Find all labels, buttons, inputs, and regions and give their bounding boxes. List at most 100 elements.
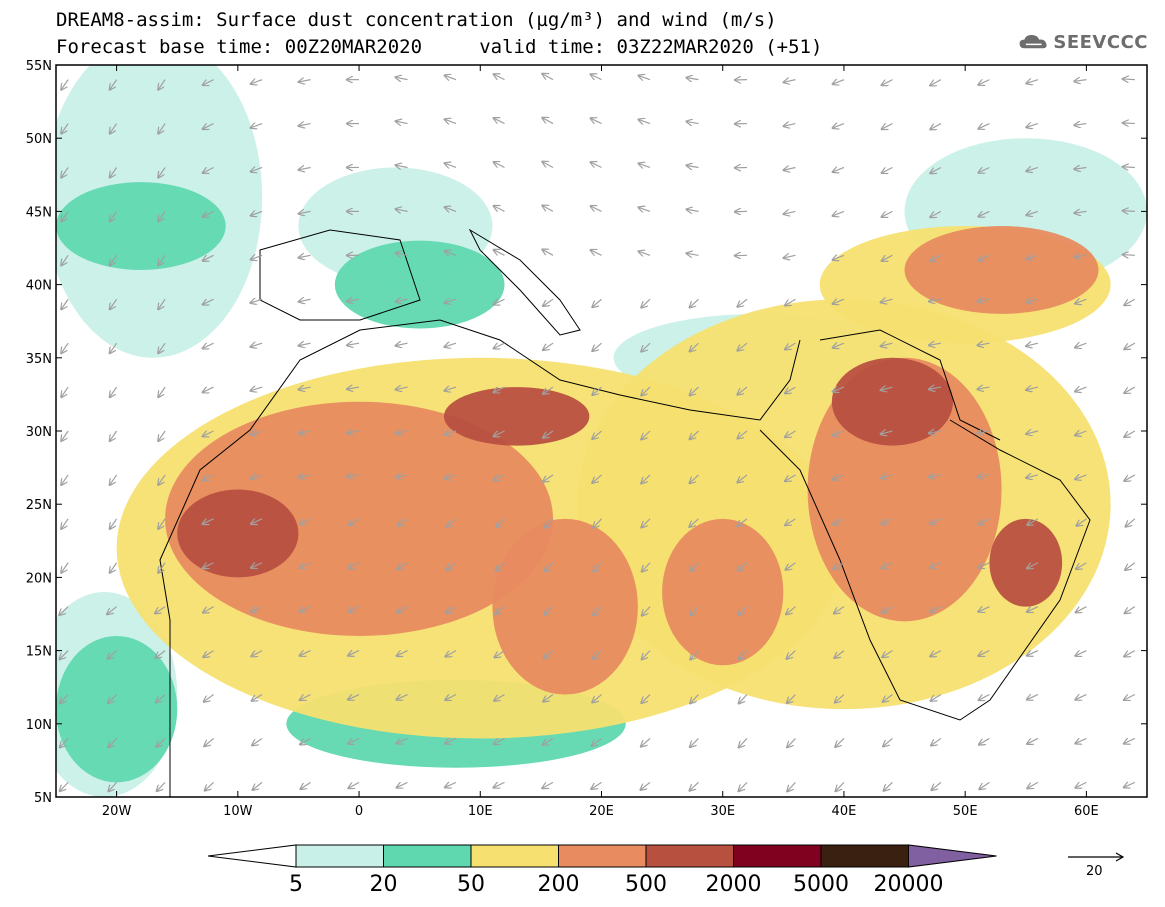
- wind-vector: [445, 343, 457, 347]
- wind-vector: [203, 519, 214, 524]
- wind-vector: [1026, 255, 1039, 259]
- wind-vector: [833, 167, 845, 171]
- wind-vector: [203, 123, 214, 129]
- wind-vector: [347, 299, 360, 301]
- wind-vector: [543, 430, 554, 438]
- wind-vector: [1026, 211, 1039, 215]
- wind-vector: [396, 387, 408, 389]
- wind-vector: [882, 166, 893, 172]
- wind-vector: [445, 475, 457, 479]
- wind-vector: [348, 651, 360, 656]
- wind-vector: [299, 475, 311, 477]
- wind-vector: [833, 518, 845, 525]
- wind-vectors: [59, 74, 1136, 791]
- wind-vector: [110, 430, 118, 441]
- wind-vector: [1124, 430, 1136, 437]
- wind-vector: [1027, 651, 1039, 656]
- wind-vector: [445, 299, 457, 303]
- wind-vector: [738, 386, 748, 394]
- dust-region-14: [662, 518, 784, 666]
- wind-vector: [592, 694, 602, 703]
- wind-vector: [1124, 782, 1136, 787]
- wind-vector: [494, 737, 505, 744]
- wind-vector: [348, 562, 360, 569]
- wind-vector: [881, 475, 893, 478]
- wind-vector: [1027, 695, 1039, 700]
- wind-vector: [347, 431, 360, 433]
- wind-vector: [785, 298, 796, 305]
- wind-vector: [738, 298, 748, 306]
- wind-vector: [592, 474, 602, 483]
- wind-vector: [396, 253, 408, 255]
- wind-vector: [496, 562, 505, 571]
- wind-vector: [445, 251, 457, 255]
- wind-vector: [158, 298, 166, 309]
- wind-vector: [347, 387, 360, 389]
- wind-vector: [882, 79, 893, 85]
- wind-vector: [348, 607, 360, 612]
- wind-vector: [1026, 80, 1039, 84]
- wind-vector: [591, 162, 602, 167]
- wind-vector: [494, 782, 505, 787]
- forecast-times: Forecast base time: 00Z20MAR2020 valid t…: [56, 36, 823, 58]
- wind-vector: [110, 167, 118, 177]
- wind-vector: [1075, 738, 1087, 743]
- wind-vector: [447, 518, 457, 527]
- wind-vector: [785, 386, 796, 393]
- wind-vector: [301, 781, 311, 789]
- wind-vector: [60, 781, 69, 791]
- lat-tick-label: 45N: [26, 205, 52, 220]
- north-africa-coast: [159, 319, 801, 797]
- wind-vector: [59, 606, 69, 615]
- wind-vector: [639, 164, 651, 168]
- wind-vector: [494, 694, 505, 701]
- wind-vector: [833, 255, 845, 259]
- wind-vector: [929, 343, 942, 345]
- colorbar-label: 500: [625, 872, 667, 897]
- wind-vector: [300, 607, 311, 612]
- wind-vector: [494, 475, 505, 480]
- wind-vector: [690, 474, 699, 483]
- wind-vector: [108, 781, 118, 791]
- wind-vector: [61, 167, 69, 177]
- wind-vector: [543, 474, 554, 482]
- wind-vector: [299, 80, 311, 82]
- wind-vector: [494, 118, 505, 125]
- lat-tick-label: 10N: [26, 718, 52, 733]
- iberia-coast: [259, 229, 421, 321]
- wind-vector: [445, 387, 457, 391]
- wind-vector: [786, 562, 796, 570]
- wind-vector: [494, 431, 505, 436]
- wind-vector: [396, 475, 408, 477]
- wind-vector: [251, 519, 263, 524]
- colorbar-label: 20: [370, 872, 398, 897]
- dust-region-20: [989, 518, 1063, 607]
- wind-vector: [203, 606, 214, 613]
- wind-vector: [642, 562, 651, 572]
- wind-vector: [930, 79, 942, 86]
- wind-vector: [203, 254, 214, 260]
- wind-vector: [397, 695, 408, 700]
- levant-gulf-coast: [819, 329, 1001, 441]
- wind-vector: [833, 299, 845, 304]
- wind-vector: [1076, 651, 1087, 656]
- lon-tick-label: 20E: [589, 804, 614, 819]
- wind-vector: [446, 650, 457, 657]
- lat-tick-label: 40N: [26, 279, 52, 294]
- wind-vector: [61, 254, 69, 265]
- wind-vector: [61, 342, 69, 353]
- wind-vector: [690, 606, 699, 616]
- wind-vector: [300, 518, 311, 524]
- wind-vector: [158, 386, 166, 397]
- wind-vector: [884, 781, 893, 790]
- wind-vector: [784, 211, 796, 214]
- wind-vector: [203, 387, 214, 392]
- wind-vector: [60, 650, 69, 660]
- wind-vector: [543, 386, 554, 394]
- wind-vector: [204, 737, 214, 746]
- lon-tick-label: 0: [355, 804, 363, 819]
- wind-vector: [1124, 738, 1136, 743]
- wind-vector: [397, 562, 408, 569]
- wind-vector: [110, 211, 118, 221]
- wind-vector: [251, 431, 263, 435]
